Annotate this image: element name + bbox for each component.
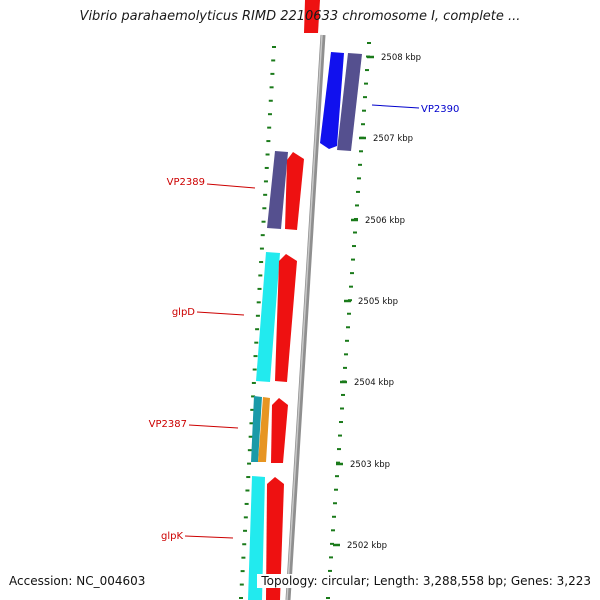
kbp-label: 2508 kbp — [381, 53, 421, 63]
feature-forward-4[interactable] — [266, 477, 284, 600]
feature-vp2390-blue[interactable] — [320, 52, 344, 149]
topology-label: Topology: circular; Length: 3,288,558 bp… — [257, 574, 591, 588]
gene-label-vp2389: VP2389 — [167, 177, 205, 188]
scale-labels: 2508 kbp 2507 kbp 2506 kbp 2505 kbp 2504 kbp… — [333, 53, 421, 551]
kbp-label: 2503 kbp — [350, 460, 390, 470]
feature-forward-1[interactable] — [285, 152, 304, 230]
feature-forward-2[interactable] — [275, 254, 297, 382]
feature-vp2387-orange[interactable] — [258, 397, 270, 462]
feature-vp2390[interactable] — [337, 53, 362, 151]
backbone-line — [285, 34, 326, 600]
gene-features — [248, 0, 362, 600]
backbone — [285, 34, 326, 600]
gene-label-vp2387: VP2387 — [149, 419, 187, 430]
leader-line — [196, 311, 245, 316]
feature-top-partial[interactable] — [304, 0, 320, 33]
leader-line — [184, 535, 234, 539]
leader-line — [371, 104, 420, 109]
kbp-label: 2504 kbp — [354, 378, 394, 388]
map-title: Vibrio parahaemolyticus RIMD 2210633 chr… — [79, 9, 521, 24]
scale-ticks — [239, 42, 371, 599]
kbp-label: 2507 kbp — [373, 134, 413, 144]
gene-label-vp2390: VP2390 — [421, 104, 459, 115]
gene-label-glpk: glpK — [161, 531, 183, 542]
feature-forward-3[interactable] — [271, 398, 288, 463]
leader-line — [188, 424, 239, 429]
kbp-label: 2506 kbp — [365, 216, 405, 226]
feature-glpk[interactable] — [248, 476, 265, 600]
leader-line — [206, 183, 256, 189]
feature-vp2389[interactable] — [267, 151, 288, 229]
kbp-label: 2502 kbp — [347, 541, 387, 551]
feature-glpd[interactable] — [256, 252, 280, 382]
kbp-label: 2505 kbp — [358, 297, 398, 307]
gene-label-glpd: glpD — [172, 307, 195, 318]
accession-label: Accession: NC_004603 — [9, 574, 146, 588]
gene-labels: VP2390 VP2389 glpD VP2387 glpK — [149, 104, 460, 542]
feature-vp2387[interactable] — [251, 396, 262, 462]
